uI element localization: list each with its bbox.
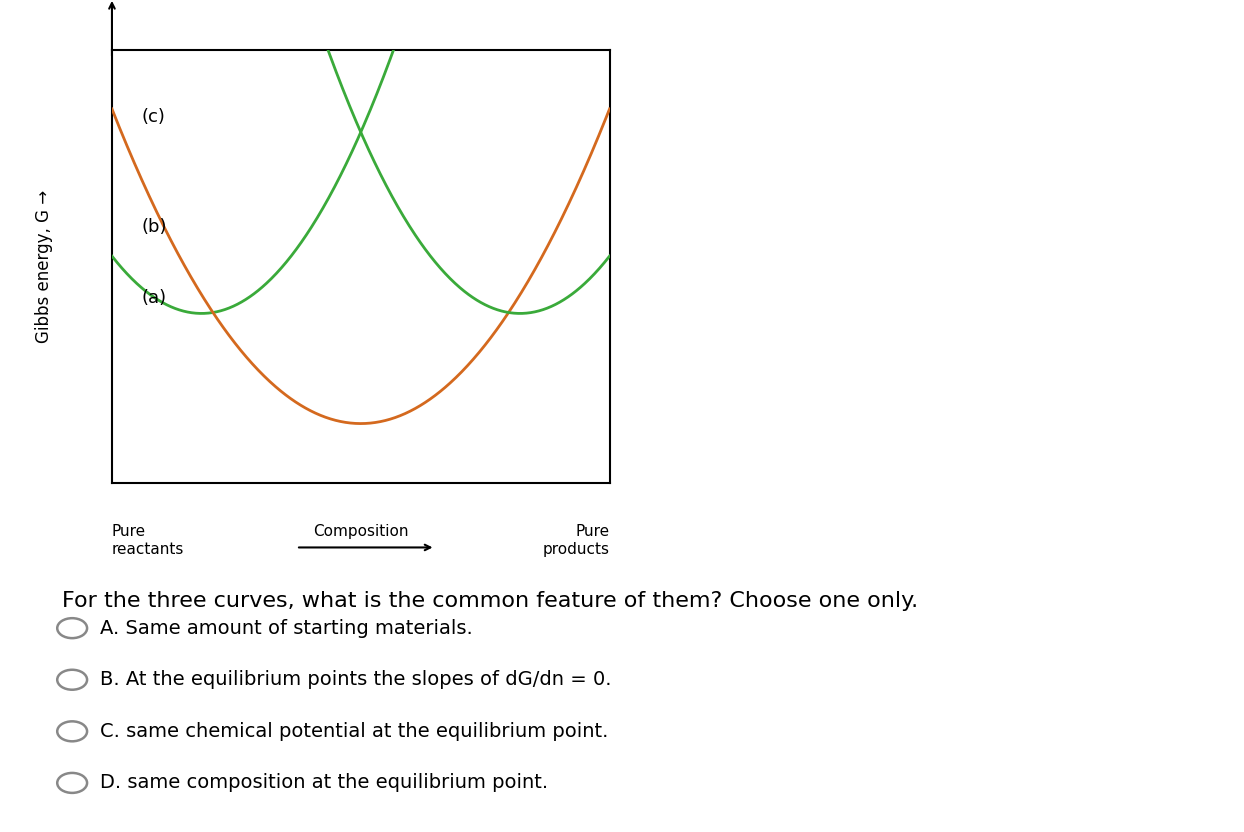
Text: Pure
reactants: Pure reactants [112, 524, 184, 557]
Text: Composition: Composition [313, 524, 408, 539]
Text: For the three curves, what is the common feature of them? Choose one only.: For the three curves, what is the common… [62, 591, 918, 611]
Text: (c): (c) [142, 108, 165, 126]
Text: A. Same amount of starting materials.: A. Same amount of starting materials. [100, 619, 473, 637]
Text: B. At the equilibrium points the slopes of dG/dn = 0.: B. At the equilibrium points the slopes … [100, 671, 611, 689]
Text: (a): (a) [142, 289, 167, 307]
Text: C. same chemical potential at the equilibrium point.: C. same chemical potential at the equili… [100, 722, 608, 740]
Text: D. same composition at the equilibrium point.: D. same composition at the equilibrium p… [100, 774, 547, 792]
Text: (b): (b) [142, 218, 167, 236]
Text: Pure
products: Pure products [542, 524, 610, 557]
Text: Gibbs energy, G →: Gibbs energy, G → [35, 190, 52, 343]
